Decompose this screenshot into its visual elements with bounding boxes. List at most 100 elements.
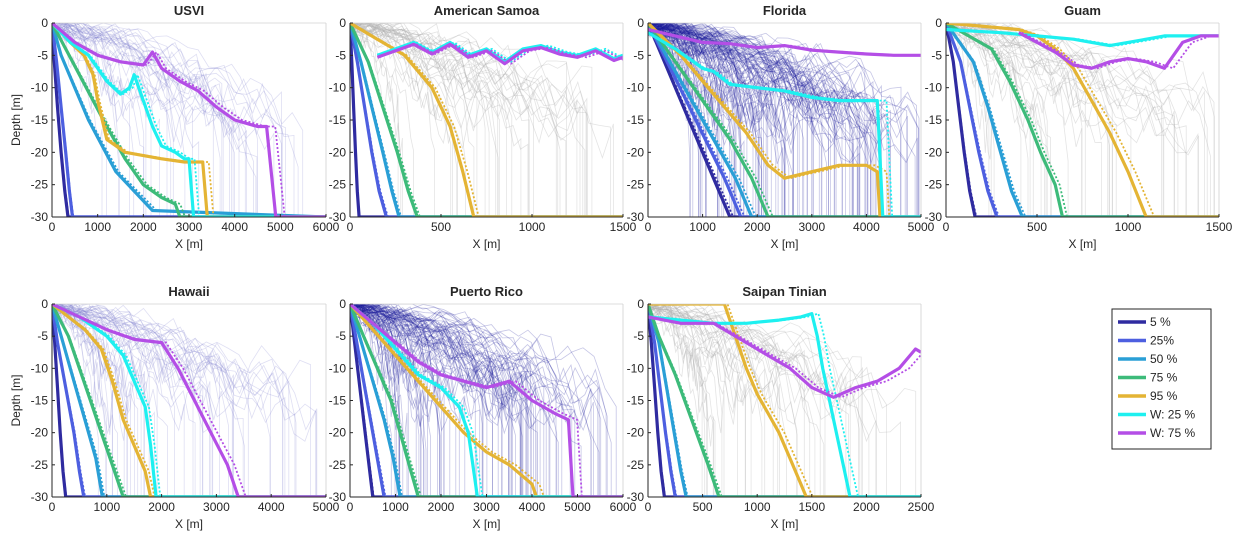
background-trace (648, 28, 916, 217)
background-trace (52, 24, 147, 217)
background-trace (52, 312, 158, 497)
background-trace (648, 28, 908, 217)
series-line-5 (350, 23, 623, 217)
background-trace (946, 23, 1132, 217)
background-trace (648, 23, 800, 217)
background-trace (648, 23, 853, 217)
background-trace (350, 304, 488, 497)
x-tick-label: 500 (431, 220, 451, 234)
series-line-w-25 (52, 304, 326, 497)
background-trace (946, 23, 1199, 217)
y-tick-label: -15 (31, 394, 49, 408)
series-line-50 (52, 23, 326, 217)
series-line-25 (946, 23, 1219, 217)
x-tick-label: 0 (645, 500, 652, 514)
background-trace (648, 304, 901, 497)
background-trace (946, 27, 1187, 217)
background-trace (648, 305, 714, 497)
background-trace (648, 304, 847, 497)
series-dotted-75 (946, 23, 1219, 217)
background-trace (648, 28, 880, 217)
background-trace (648, 23, 858, 217)
background-trace (648, 23, 835, 217)
panel-title: Hawaii (168, 284, 209, 299)
background-trace (52, 304, 175, 497)
series-line-w-25 (350, 304, 623, 497)
background-trace (648, 23, 827, 217)
x-tick-label: 4000 (853, 220, 880, 234)
background-trace (350, 23, 593, 217)
background-trace (350, 304, 522, 497)
x-tick-label: 5000 (908, 220, 935, 234)
x-tick-label: 1000 (382, 500, 409, 514)
y-tick-label: -30 (925, 210, 943, 224)
background-trace (648, 26, 803, 217)
y-tick-label: -15 (627, 113, 645, 127)
background-trace (648, 23, 872, 217)
background-trace (648, 23, 805, 217)
background-trace (52, 304, 312, 497)
background-trace (350, 304, 396, 497)
y-tick-label: -20 (31, 145, 49, 159)
background-trace (52, 305, 317, 497)
background-trace (350, 304, 559, 497)
background-trace (648, 23, 785, 217)
y-tick-label: -5 (633, 329, 644, 343)
background-trace (350, 309, 483, 497)
background-trace (350, 304, 513, 497)
background-traces (52, 304, 318, 497)
y-tick-label: -30 (31, 490, 49, 504)
background-trace (52, 305, 107, 497)
background-trace (52, 25, 282, 217)
background-trace (648, 304, 763, 497)
background-trace (350, 25, 581, 217)
x-axis-label: X [m] (472, 517, 500, 531)
background-trace (350, 304, 494, 497)
background-trace (648, 23, 853, 217)
background-trace (52, 23, 193, 217)
legend-label: W: 75 % (1150, 426, 1195, 440)
series-line-5 (52, 304, 326, 497)
background-trace (648, 23, 822, 217)
background-trace (946, 23, 1208, 217)
x-tick-label: 1000 (689, 220, 716, 234)
background-trace (52, 304, 204, 497)
background-trace (52, 306, 229, 497)
panel-title: USVI (174, 3, 204, 18)
panel-florida: 0 1000 2000 3000 4000 5000 0 -5 -10 -15 -20 -25 -30 F… (627, 3, 935, 251)
x-tick-label: 2000 (428, 500, 455, 514)
x-tick-label: 4000 (258, 500, 285, 514)
background-trace (648, 23, 843, 217)
series-line-95 (52, 304, 326, 497)
background-trace (52, 304, 244, 497)
legend-label: W: 25 % (1150, 408, 1195, 422)
plot-area (52, 23, 326, 217)
background-trace (648, 304, 779, 497)
background-trace (648, 23, 735, 217)
x-tick-label: 2000 (853, 500, 880, 514)
background-trace (946, 23, 1086, 217)
background-trace (350, 23, 499, 217)
background-trace (648, 307, 774, 497)
background-trace (350, 304, 521, 497)
background-trace (350, 305, 545, 497)
x-tick-label: 4000 (519, 500, 546, 514)
background-trace (648, 306, 862, 497)
y-tick-label: -5 (335, 329, 346, 343)
background-trace (648, 24, 793, 217)
background-trace (52, 23, 283, 217)
series-line-5 (648, 304, 921, 497)
background-trace (350, 304, 547, 497)
y-tick-label: -15 (925, 113, 943, 127)
x-tick-label: 6000 (313, 220, 340, 234)
background-trace (350, 308, 536, 497)
legend-label: 50 % (1150, 352, 1178, 366)
background-trace (648, 304, 849, 497)
series-line-5 (52, 23, 326, 217)
x-tick-label: 0 (49, 220, 56, 234)
background-trace (350, 23, 475, 217)
background-trace (350, 24, 584, 217)
series-line-95 (52, 23, 326, 217)
background-trace (946, 26, 1162, 217)
series-line-95 (648, 304, 921, 497)
